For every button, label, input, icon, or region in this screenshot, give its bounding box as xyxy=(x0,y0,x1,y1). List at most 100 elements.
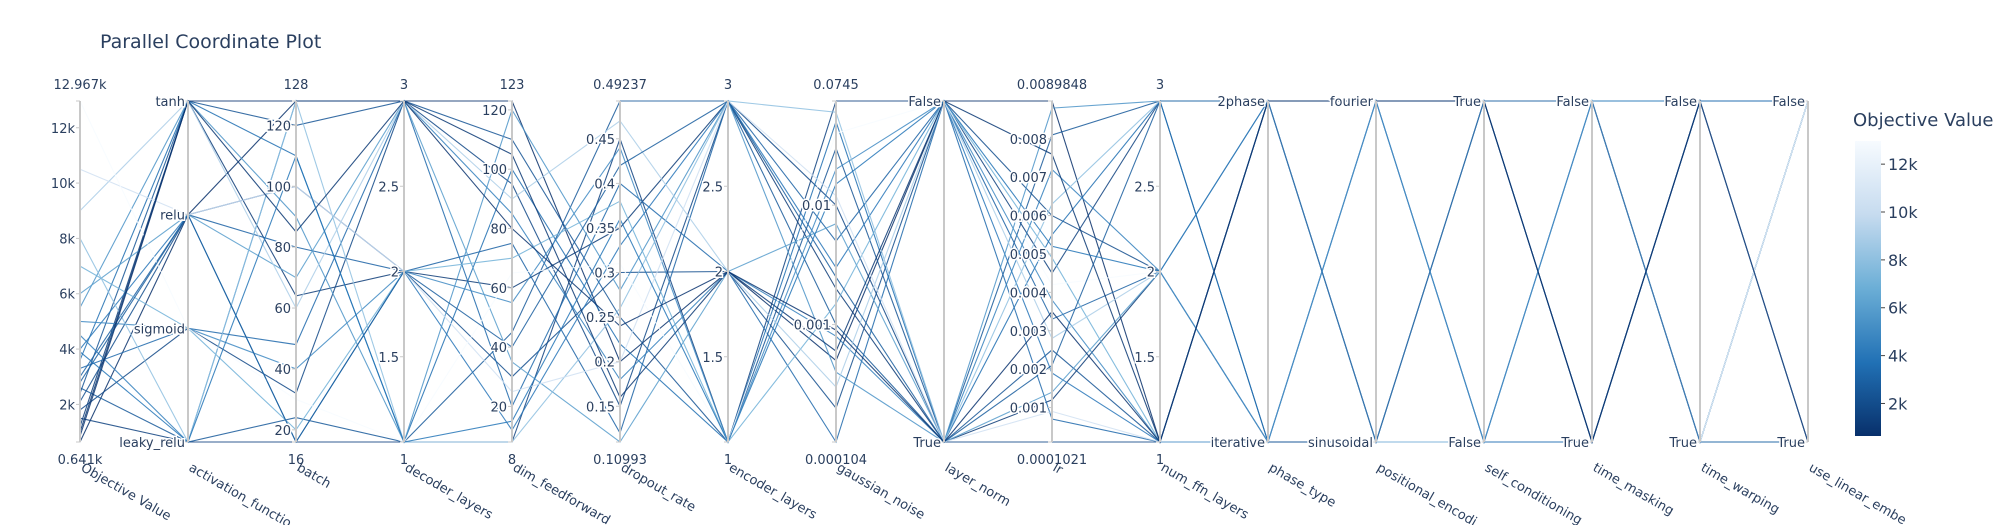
range-label: 128 xyxy=(284,78,309,93)
tick-label: 2.5 xyxy=(378,180,399,195)
tick-label: 0.002 xyxy=(1010,363,1047,378)
colorbar-tick-label: 6k xyxy=(1888,299,1908,318)
tick-label: fourier xyxy=(1330,95,1374,110)
tick-label: 6k xyxy=(59,288,75,303)
range-label: 0.641k xyxy=(58,453,103,468)
tick-label: 2k xyxy=(59,398,75,413)
colorbar-title: Objective Value xyxy=(1853,110,1994,131)
tick-label: 2.5 xyxy=(702,180,723,195)
tick-label: 0.25 xyxy=(586,311,615,326)
colorbar-tick-label: 8k xyxy=(1888,251,1908,270)
tick-label: 0.35 xyxy=(586,222,615,237)
tick-label: 2 xyxy=(715,266,723,281)
range-label: 3 xyxy=(724,78,732,93)
tick-label: False xyxy=(908,95,941,110)
tick-label: 0.006 xyxy=(1010,210,1047,225)
tick-label: 1.5 xyxy=(378,351,399,366)
tick-label: False xyxy=(1772,95,1805,110)
axis-label: positional_encodi xyxy=(1374,460,1479,525)
tick-label: True xyxy=(1668,436,1697,451)
tick-label: 100 xyxy=(482,163,507,178)
colorbar-tick-label: 2k xyxy=(1888,394,1908,413)
tick-label: 2 xyxy=(1147,266,1155,281)
tick-label: 1.5 xyxy=(1134,351,1155,366)
tick-label: 8k xyxy=(59,232,75,247)
tick-label: 0.01 xyxy=(802,199,831,214)
axis-label: gaussian_noise xyxy=(834,460,927,522)
range-label: 3 xyxy=(1156,78,1164,93)
colorbar-tick-label: 4k xyxy=(1888,347,1908,366)
range-label: 1 xyxy=(724,453,732,468)
tick-label: 20 xyxy=(490,400,507,415)
range-label: 0.0089848 xyxy=(1017,78,1087,93)
tick-label: 0.15 xyxy=(586,400,615,415)
tick-label: 0.3 xyxy=(594,267,615,282)
tick-label: 40 xyxy=(490,341,507,356)
range-label: 123 xyxy=(500,78,525,93)
tick-label: 100 xyxy=(266,180,291,195)
tick-label: False xyxy=(1556,95,1589,110)
range-label: 1 xyxy=(1156,453,1164,468)
range-label: 0.0001021 xyxy=(1017,453,1087,468)
tick-label: 4k xyxy=(59,343,75,358)
tick-label: 12k xyxy=(51,122,76,137)
tick-label: 2phase xyxy=(1218,95,1266,110)
axis-label: encoder_layers xyxy=(726,460,819,523)
tick-label: True xyxy=(1560,436,1589,451)
tick-label: 10k xyxy=(51,177,76,192)
range-label: 8 xyxy=(508,453,516,468)
tick-label: sigmoid xyxy=(134,322,185,337)
axis-label: decoder_layers xyxy=(402,460,495,523)
tick-label: False xyxy=(1448,436,1481,451)
tick-label: 120 xyxy=(482,104,507,119)
range-label: 0.000104 xyxy=(805,453,867,468)
axis-label: self_conditioning xyxy=(1482,460,1584,525)
tick-label: 1.5 xyxy=(702,351,723,366)
colorbar-tick-label: 10k xyxy=(1888,203,1918,222)
axis-label: num_ffn_layers xyxy=(1158,460,1251,522)
chart-title: Parallel Coordinate Plot xyxy=(100,31,321,53)
tick-label: True xyxy=(1776,436,1805,451)
tick-label: 0.007 xyxy=(1010,171,1047,186)
tick-label: sinusoidal xyxy=(1308,436,1373,451)
range-label: 0.49237 xyxy=(593,78,647,93)
tick-label: 80 xyxy=(490,223,507,238)
axis-label: dropout_rate xyxy=(618,460,698,515)
tick-label: 0.005 xyxy=(1010,248,1047,263)
tick-label: 2 xyxy=(391,266,399,281)
tick-label: 20 xyxy=(274,424,291,439)
tick-label: iterative xyxy=(1211,436,1265,451)
colorbar xyxy=(1855,141,1881,436)
tick-label: 0.4 xyxy=(594,177,615,192)
tick-label: tanh xyxy=(155,95,185,110)
axis-label: time_warping xyxy=(1698,460,1782,517)
axis-label: use_linear_embe xyxy=(1806,460,1909,525)
axis-label: phase_type xyxy=(1266,460,1338,510)
tick-label: 0.2 xyxy=(594,356,615,371)
axis-label: dim_feedforward xyxy=(510,460,613,525)
range-label: 12.967k xyxy=(53,78,106,93)
tick-label: 0.001 xyxy=(794,319,831,334)
axis-label: time_masking xyxy=(1590,460,1676,518)
tick-label: 0.45 xyxy=(586,133,615,148)
tick-label: True xyxy=(912,436,941,451)
tick-label: False xyxy=(1664,95,1697,110)
tick-label: 0.003 xyxy=(1010,325,1047,340)
tick-label: 0.008 xyxy=(1010,133,1047,148)
tick-label: True xyxy=(1452,95,1481,110)
tick-label: 40 xyxy=(274,363,291,378)
colorbar-tick-label: 12k xyxy=(1888,155,1918,174)
tick-label: 0.004 xyxy=(1010,286,1047,301)
axis-label: activation_functio xyxy=(186,460,294,525)
axis-label: Objective Value xyxy=(78,460,173,524)
range-label: 16 xyxy=(288,453,305,468)
tick-label: leaky_relu xyxy=(119,436,185,451)
tick-label: 60 xyxy=(274,302,291,317)
range-label: 3 xyxy=(400,78,408,93)
tick-label: 2.5 xyxy=(1134,180,1155,195)
range-label: 1 xyxy=(400,453,408,468)
tick-label: 0.001 xyxy=(1010,402,1047,417)
tick-label: 80 xyxy=(274,241,291,256)
tick-label: relu xyxy=(160,209,185,224)
